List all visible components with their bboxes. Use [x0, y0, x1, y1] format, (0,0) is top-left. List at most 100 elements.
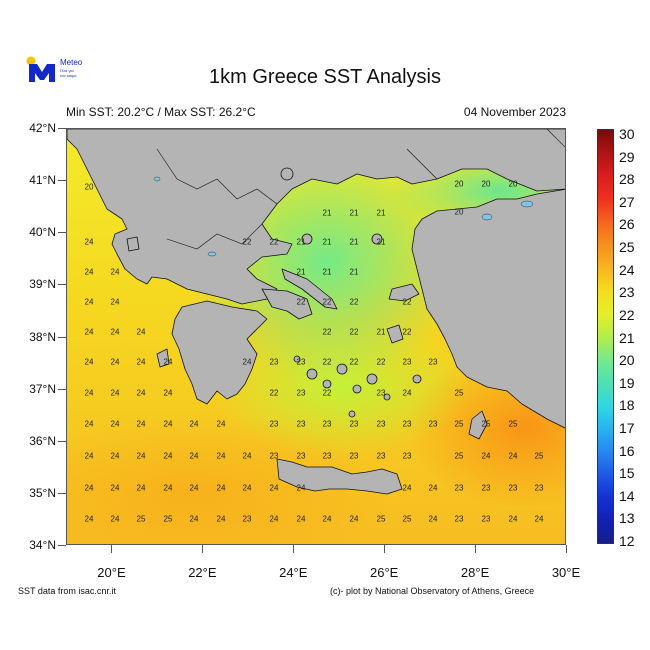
- grid-value-label: 23: [349, 451, 359, 461]
- grid-value-label: 24: [110, 388, 120, 398]
- colorbar-tick-label: 26: [619, 216, 635, 233]
- latitude-tick-mark: [58, 180, 66, 182]
- grid-value-label: 23: [428, 357, 438, 367]
- grid-value-label: 23: [376, 451, 386, 461]
- grid-value-label: 24: [136, 451, 146, 461]
- grid-value-label: 24: [110, 267, 120, 277]
- longitude-tick-mark: [202, 545, 204, 553]
- grid-value-label: 21: [376, 208, 386, 218]
- colorbar-tick-label: 30: [619, 126, 635, 142]
- grid-value-label: 24: [269, 514, 279, 524]
- rhodes: [468, 410, 488, 440]
- latitude-tick-mark: [58, 492, 66, 494]
- grid-value-label: 24: [349, 514, 359, 524]
- latitude-tick-mark: [58, 388, 66, 390]
- grid-value-label: 21: [322, 237, 332, 247]
- grid-value-label: 24: [163, 357, 173, 367]
- grid-value-label: 24: [428, 483, 438, 493]
- grid-value-label: 23: [349, 419, 359, 429]
- grid-value-label: 24: [189, 514, 199, 524]
- grid-value-label: 21: [349, 267, 359, 277]
- data-source: SST data from isac.cnr.it: [18, 586, 116, 596]
- grid-value-label: 24: [84, 297, 94, 307]
- grid-value-label: 24: [508, 451, 518, 461]
- grid-value-label: 24: [136, 388, 146, 398]
- latitude-tick-label: 34°N: [29, 538, 56, 552]
- grid-value-label: 23: [454, 514, 464, 524]
- latitude-tick-label: 42°N: [29, 121, 56, 135]
- grid-value-label: 24: [136, 419, 146, 429]
- grid-value-label: 23: [481, 514, 491, 524]
- grid-value-label: 21: [376, 327, 386, 337]
- grid-value-label: 23: [296, 357, 306, 367]
- grid-value-label: 24: [216, 419, 226, 429]
- grid-value-label: 23: [296, 419, 306, 429]
- colorbar-tick-label: 24: [619, 261, 635, 278]
- colorbar-tick-label: 17: [619, 419, 635, 436]
- grid-value-label: 24: [189, 419, 199, 429]
- grid-value-label: 22: [322, 388, 332, 398]
- colorbar: [597, 129, 614, 544]
- turkey: [411, 188, 565, 429]
- grid-value-label: 24: [481, 451, 491, 461]
- longitude-tick-label: 20°E: [97, 565, 126, 580]
- logo-brand: Meteo: [60, 58, 83, 67]
- grid-value-label: 24: [163, 451, 173, 461]
- latitude-tick-label: 38°N: [29, 329, 56, 344]
- grid-value-label: 23: [454, 483, 464, 493]
- grid-value-label: 22: [322, 327, 332, 337]
- latitude-tick-label: 37°N: [29, 381, 56, 396]
- grid-value-label: 24: [163, 483, 173, 493]
- grid-value-label: 22: [322, 357, 332, 367]
- grid-value-label: 24: [84, 451, 94, 461]
- grid-value-label: 22: [296, 297, 306, 307]
- latitude-tick-mark: [58, 440, 66, 442]
- grid-value-label: 23: [508, 483, 518, 493]
- grid-value-label: 25: [454, 419, 464, 429]
- grid-value-label: 24: [110, 357, 120, 367]
- logo-mark-icon: [26, 56, 55, 82]
- grid-value-label: 22: [349, 357, 359, 367]
- grid-value-label: 21: [376, 237, 386, 247]
- grid-value-label: 23: [322, 419, 332, 429]
- longitude-tick-label: 30°E: [551, 565, 581, 580]
- grid-value-label: 21: [296, 237, 306, 247]
- grid-value-label: 23: [322, 451, 332, 461]
- colorbar-tick-label: 14: [619, 487, 635, 504]
- grid-value-label: 23: [402, 357, 412, 367]
- grid-value-label: 24: [296, 483, 306, 493]
- grid-value-label: 21: [322, 267, 332, 277]
- grid-value-label: 23: [269, 451, 279, 461]
- grid-value-label: 24: [110, 297, 120, 307]
- longitude-tick-label: 28°E: [460, 565, 490, 580]
- grid-value-label: 24: [269, 483, 279, 493]
- longitude-tick-mark: [384, 545, 386, 553]
- grid-value-label: 23: [376, 419, 386, 429]
- colorbar-tick-label: 18: [619, 397, 635, 414]
- grid-value-label: 25: [163, 514, 173, 524]
- grid-value-label: 20: [454, 207, 464, 217]
- grid-value-label: 23: [376, 388, 386, 398]
- chart-title: 1km Greece SST Analysis: [209, 66, 441, 88]
- colorbar-tick-label: 12: [619, 533, 635, 549]
- longitude-tick-label: 26°E: [370, 565, 399, 580]
- logo-tagline-2: τον καιρό: [60, 73, 77, 78]
- grid-value-label: 24: [84, 388, 94, 398]
- grid-value-label: 24: [136, 357, 146, 367]
- grid-value-label: 24: [110, 451, 120, 461]
- grid-value-label: 22: [402, 297, 412, 307]
- grid-value-label: 24: [136, 327, 146, 337]
- grid-value-label: 24: [84, 357, 94, 367]
- colorbar-tick-label: 25: [619, 239, 635, 256]
- latitude-tick-label: 36°N: [29, 433, 56, 448]
- grid-value-label: 22: [402, 327, 412, 337]
- grid-value-label: 24: [242, 483, 252, 493]
- grid-value-label: 24: [110, 327, 120, 337]
- grid-value-label: 25: [402, 514, 412, 524]
- colorbar-tick-label: 27: [619, 193, 635, 210]
- grid-value-label: 23: [296, 451, 306, 461]
- grid-value-label: 24: [110, 419, 120, 429]
- grid-value-label: 22: [349, 297, 359, 307]
- grid-value-label: 24: [84, 514, 94, 524]
- grid-value-label: 20: [481, 179, 491, 189]
